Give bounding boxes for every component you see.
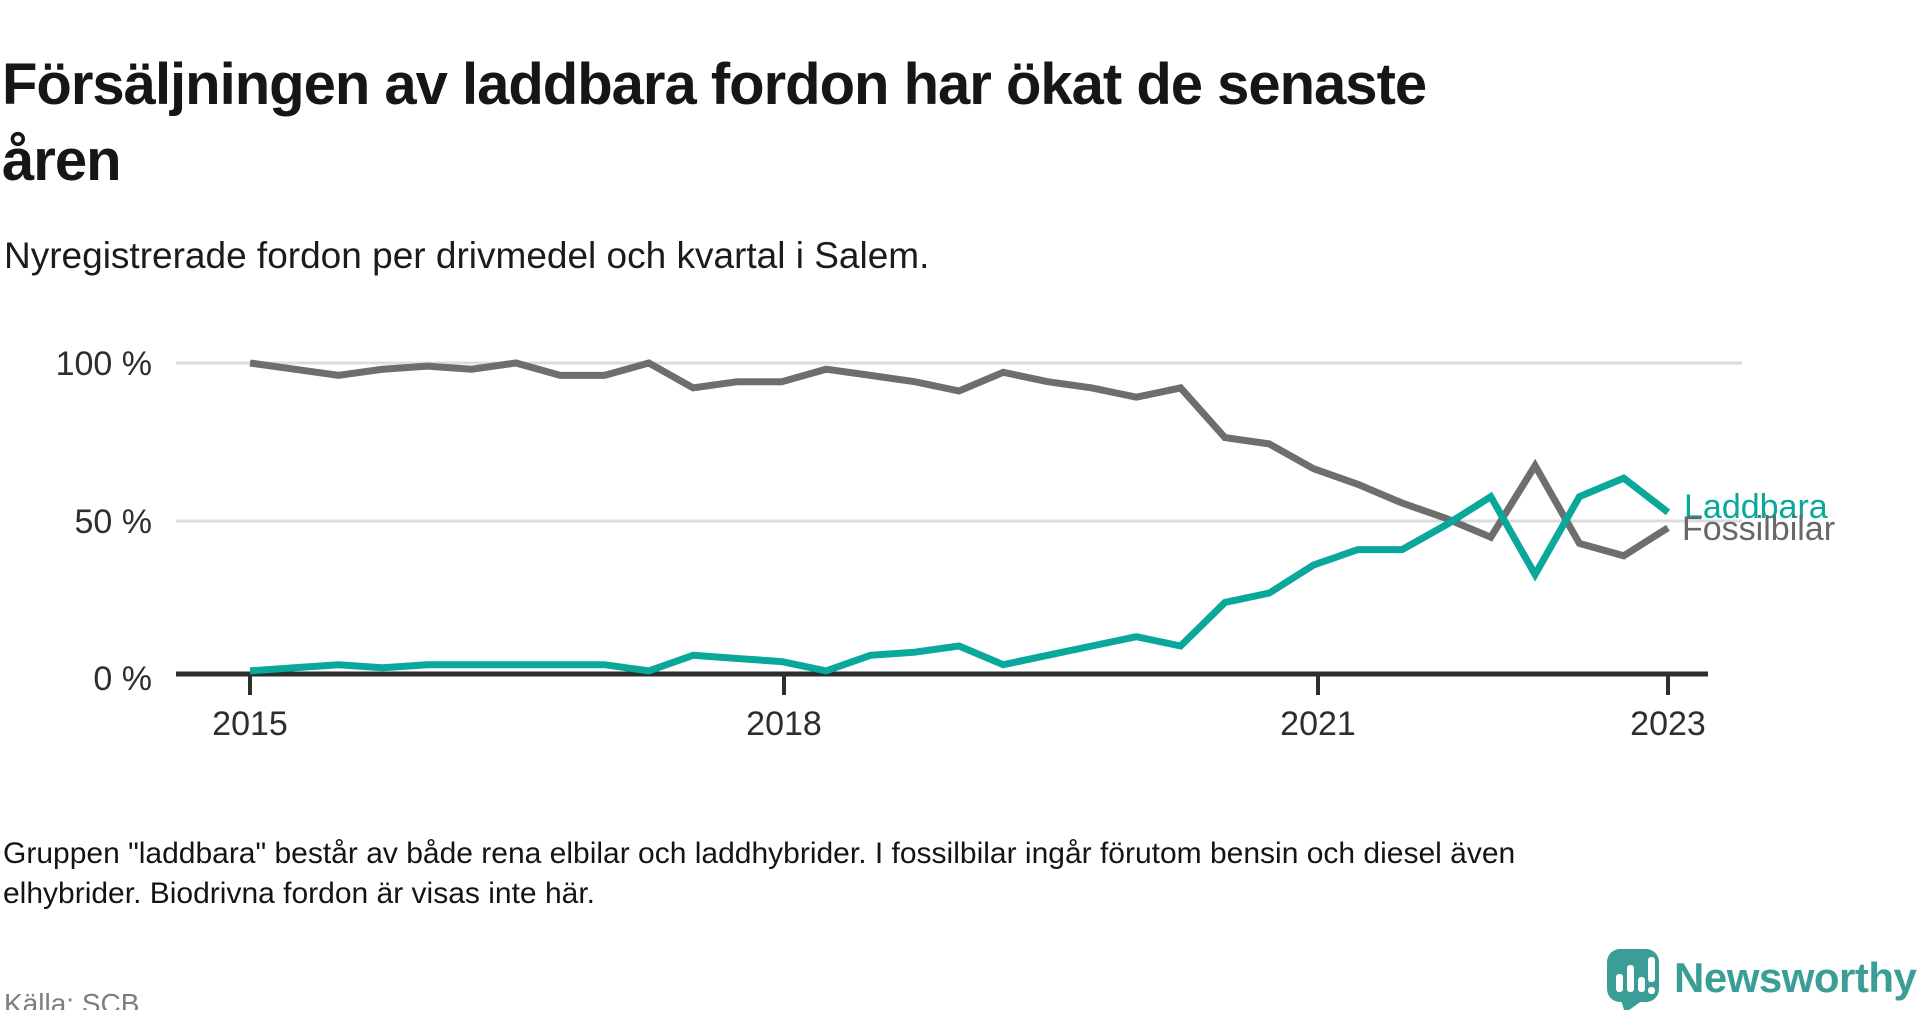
fossilbilar-label: Fossilbilar — [1682, 510, 1835, 548]
y-axis-labels: 100 % 50 % 0 % — [56, 345, 152, 698]
x-label-2015: 2015 — [212, 705, 288, 743]
newsworthy-logo-text: Newsworthy — [1674, 954, 1918, 1001]
newsworthy-logo: Newsworthy — [1607, 949, 1918, 1010]
series-labels: Laddbara Fossilbilar — [1682, 488, 1835, 548]
x-axis-ticks — [248, 676, 1670, 695]
page-title: Försäljningen av laddbara fordon har öka… — [2, 47, 1427, 199]
laddbara-line — [249, 474, 1671, 675]
laddbara-label: Laddbara — [1684, 488, 1828, 526]
x-axis-labels: 2015 2018 2021 2023 — [212, 705, 1706, 743]
newsworthy-speech-bubble-chart-icon — [1607, 949, 1659, 1010]
fossilbilar-line — [249, 359, 1670, 560]
title-line-1: Försäljningen av laddbara fordon har öka… — [2, 51, 1427, 117]
footnote-line-2: elhybrider. Biodrivna fordon är visas in… — [3, 877, 595, 910]
gridlines — [176, 361, 1742, 523]
y-label-100: 100 % — [56, 345, 152, 383]
y-label-0: 0 % — [93, 660, 152, 698]
x-label-2021: 2021 — [1280, 705, 1356, 743]
source-label: Källa: SCB — [4, 988, 140, 1010]
x-label-2018: 2018 — [746, 705, 822, 743]
title-line-2: åren — [2, 127, 122, 193]
chart-subtitle: Nyregistrerade fordon per drivmedel och … — [4, 235, 930, 276]
y-label-50: 50 % — [75, 503, 153, 541]
chart-footnote: Gruppen "laddbara" består av både rena e… — [3, 834, 1515, 914]
x-label-2023: 2023 — [1630, 705, 1706, 743]
footnote-line-1: Gruppen "laddbara" består av både rena e… — [3, 837, 1516, 870]
